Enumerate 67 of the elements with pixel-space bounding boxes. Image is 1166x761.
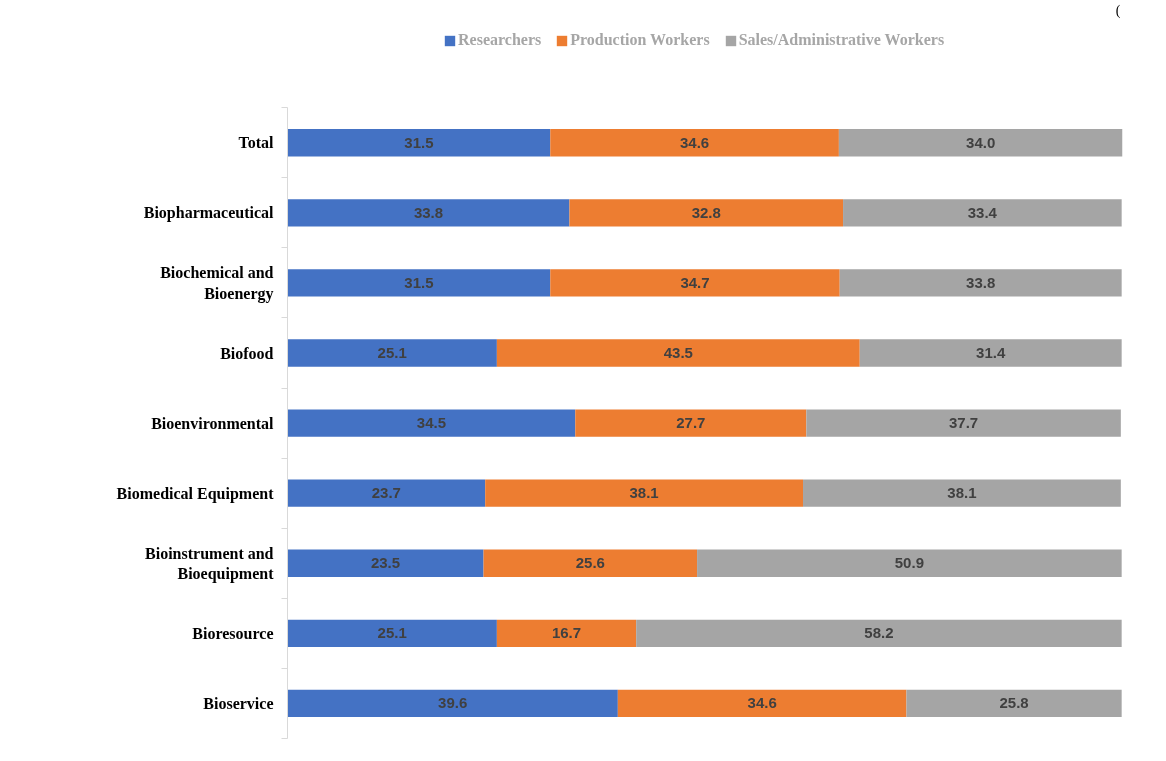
bar	[287, 549, 484, 577]
data-label: 25.6	[575, 554, 605, 572]
bar	[287, 619, 497, 648]
data-label: 23.7	[371, 484, 401, 502]
bar	[287, 339, 497, 367]
data-label: 43.5	[663, 344, 693, 362]
y-tick-label: Bioresource	[192, 624, 274, 642]
bar	[287, 409, 576, 437]
data-label: 39.6	[438, 694, 468, 712]
data-label: 31.5	[404, 273, 434, 291]
bar	[697, 549, 1122, 577]
legend-label: Production Workers	[570, 31, 710, 49]
y-tick-label: Biofood	[220, 344, 274, 362]
data-label: 34.6	[747, 694, 777, 712]
bar	[496, 619, 637, 648]
bar	[483, 549, 698, 577]
bar	[575, 409, 807, 437]
y-tick-label: Biopharmaceutical	[143, 204, 275, 223]
y-tick-label: Bioenvironmental	[151, 414, 275, 432]
data-label: 38.1	[947, 484, 977, 502]
data-label: 37.7	[948, 414, 979, 432]
data-label: 16.7	[551, 624, 582, 642]
data-label: 33.4	[967, 203, 998, 221]
bar	[287, 129, 551, 157]
bar	[287, 479, 486, 507]
bar	[803, 479, 1121, 507]
bar	[287, 689, 618, 718]
data-label: 23.5	[370, 554, 401, 572]
data-label: 34.5	[416, 414, 446, 432]
bar	[569, 199, 844, 227]
y-tick-label: Biomedical Equipment	[116, 484, 275, 503]
legend-label: Sales/Administrative Workers	[738, 31, 945, 49]
data-label: 31.5	[404, 133, 434, 151]
bar	[287, 199, 570, 227]
data-label: 27.7	[676, 414, 706, 432]
bar	[839, 269, 1122, 297]
data-label: 31.4	[976, 344, 1006, 362]
data-label: 25.1	[377, 344, 407, 362]
data-label: 25.8	[999, 694, 1029, 712]
y-tick-label: Total	[238, 134, 275, 152]
data-label: 50.9	[894, 554, 924, 572]
bar	[485, 479, 804, 507]
bar	[838, 129, 1123, 157]
bar	[617, 689, 907, 718]
data-label: 32.8	[691, 203, 721, 221]
data-label: 58.2	[864, 624, 894, 642]
bar	[550, 129, 839, 157]
data-label: 34.0	[966, 133, 996, 151]
bar	[496, 339, 860, 367]
bar	[287, 269, 551, 297]
bar	[843, 199, 1122, 227]
bar	[550, 269, 840, 297]
bar	[806, 409, 1121, 437]
bar	[859, 339, 1122, 367]
y-tick-label: Biochemical and Bioenergy	[160, 264, 274, 303]
bar	[906, 689, 1122, 718]
y-tick-label: Bioinstrument and Bioequipment	[145, 544, 275, 583]
data-label: 34.7	[680, 273, 710, 291]
data-label: 33.8	[413, 203, 444, 221]
y-tick-label: Bioservice	[203, 694, 274, 712]
data-label: 25.1	[377, 624, 407, 642]
data-label: 33.8	[966, 273, 996, 291]
data-label: 38.1	[629, 484, 659, 502]
text: (	[1115, 2, 1121, 19]
bar	[636, 619, 1122, 648]
legend-label: Researchers	[458, 31, 542, 49]
data-label: 34.6	[679, 133, 710, 151]
